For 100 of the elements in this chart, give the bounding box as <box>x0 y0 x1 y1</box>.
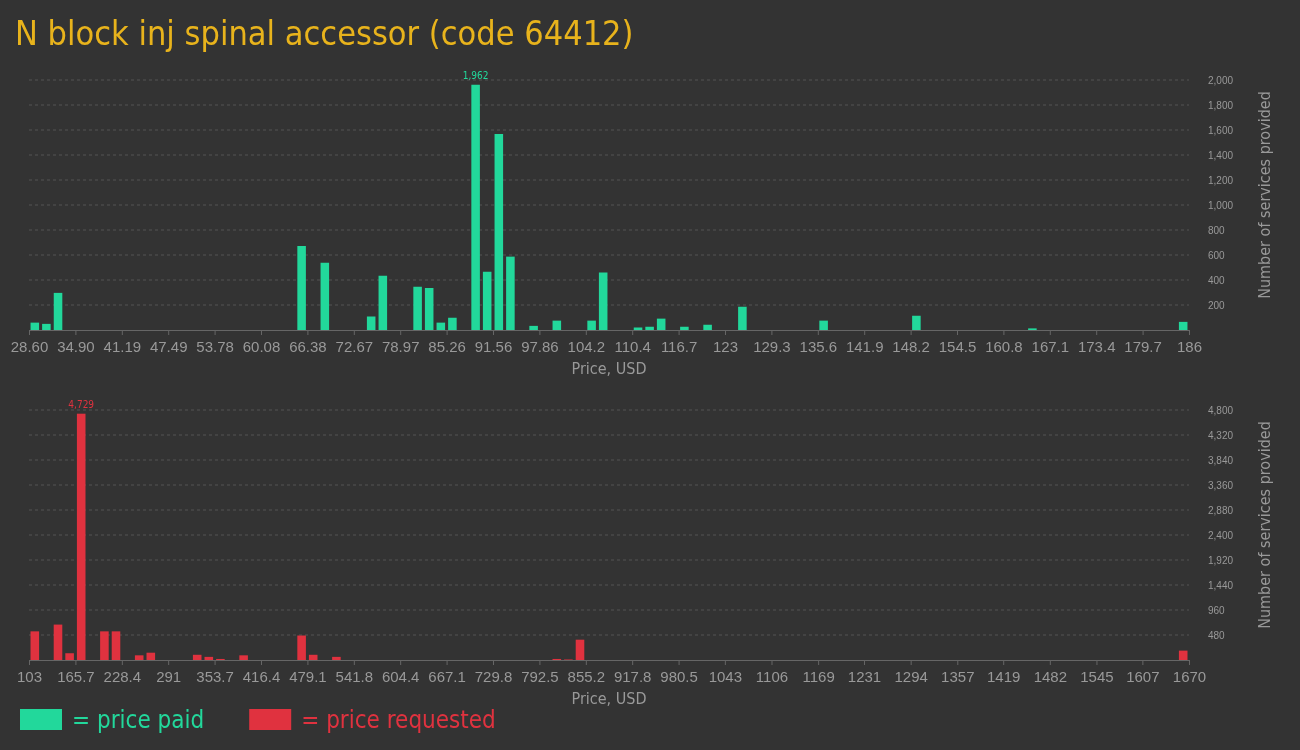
y-tick-label: 3,840 <box>1208 454 1234 466</box>
y-axis-title: Number of services provided <box>1255 91 1274 299</box>
x-tick-label: 416.4 <box>242 667 281 685</box>
x-tick-label: 604.4 <box>381 667 420 685</box>
x-tick-label: 479.1 <box>289 667 327 685</box>
data-label: 1,962 <box>462 69 489 81</box>
bar <box>100 631 109 660</box>
bar <box>53 292 63 330</box>
y-tick-label: 960 <box>1208 604 1226 616</box>
bar <box>366 316 376 330</box>
bar <box>1178 650 1188 660</box>
y-tick-label: 800 <box>1208 224 1226 236</box>
y-tick-label: 1,920 <box>1208 554 1234 566</box>
x-tick-label: 1169 <box>802 667 835 685</box>
x-tick-label: 1607 <box>1126 667 1160 685</box>
y-tick-label: 1,440 <box>1208 579 1234 591</box>
y-tick-label: 600 <box>1208 249 1226 261</box>
y-tick-label: 2,000 <box>1208 74 1234 86</box>
x-tick-label: 291 <box>156 667 182 685</box>
bar <box>656 318 666 330</box>
y-tick-label: 400 <box>1208 274 1226 286</box>
bar <box>680 326 689 330</box>
x-tick-label: 1043 <box>708 667 743 685</box>
legend-label: = price requested <box>301 706 496 734</box>
bar <box>297 246 306 330</box>
y-tick-label: 4,800 <box>1208 404 1234 416</box>
x-tick-label: 116.7 <box>660 337 698 355</box>
bar <box>1178 321 1188 330</box>
x-tick-label: 917.8 <box>613 667 652 685</box>
x-tick-label: 667.1 <box>428 667 466 685</box>
x-tick-label: 179.7 <box>1124 337 1162 355</box>
x-tick-label: 729.8 <box>474 667 513 685</box>
bar <box>424 288 434 330</box>
x-tick-label: 1545 <box>1080 667 1114 685</box>
x-tick-label: 85.26 <box>428 337 466 355</box>
x-tick-label: 1231 <box>847 667 882 685</box>
bar <box>494 134 504 330</box>
x-tick-label: 1294 <box>894 667 928 685</box>
y-tick-label: 1,400 <box>1208 149 1234 161</box>
y-tick-label: 1,000 <box>1208 199 1234 211</box>
y-tick-label: 1,600 <box>1208 124 1234 136</box>
bar <box>529 325 538 330</box>
bar <box>42 323 51 330</box>
x-tick-label: 97.86 <box>521 337 559 355</box>
x-tick-label: 228.4 <box>103 667 142 685</box>
x-tick-label: 28.60 <box>10 337 49 355</box>
x-tick-label: 148.2 <box>892 337 930 355</box>
bar <box>53 624 63 660</box>
bar <box>598 272 608 330</box>
x-tick-label: 980.5 <box>660 667 698 685</box>
x-tick-label: 1482 <box>1033 667 1068 685</box>
y-tick-label: 3,360 <box>1208 479 1234 491</box>
bar <box>506 256 515 330</box>
x-tick-label: 792.5 <box>521 667 559 685</box>
bar <box>448 317 457 330</box>
x-tick-label: 1357 <box>941 667 975 685</box>
x-tick-label: 141.9 <box>845 337 884 355</box>
x-tick-label: 60.08 <box>242 337 281 355</box>
y-tick-label: 2,880 <box>1208 504 1234 516</box>
x-tick-label: 165.7 <box>57 667 95 685</box>
x-tick-label: 154.5 <box>938 337 977 355</box>
legend-label: = price paid <box>72 706 205 734</box>
bar <box>703 324 712 330</box>
bar <box>575 639 585 660</box>
x-tick-label: 104.2 <box>567 337 606 355</box>
x-tick-label: 123 <box>712 337 739 355</box>
y-tick-label: 2,400 <box>1208 529 1234 541</box>
bar <box>912 315 921 330</box>
bar <box>30 631 40 660</box>
x-tick-label: 173.4 <box>1077 337 1116 355</box>
x-tick-label: 78.97 <box>381 337 420 355</box>
y-tick-label: 1,800 <box>1208 99 1234 111</box>
x-tick-label: 855.2 <box>567 667 606 685</box>
bar <box>552 320 562 330</box>
bar <box>76 413 86 660</box>
y-tick-label: 480 <box>1208 629 1226 641</box>
bar <box>134 655 144 660</box>
x-tick-label: 1106 <box>755 667 789 685</box>
bar <box>819 320 828 330</box>
bar <box>239 655 248 660</box>
data-label: 4,729 <box>68 398 95 410</box>
x-tick-label: 53.78 <box>196 337 234 355</box>
x-tick-label: 34.90 <box>57 337 95 355</box>
x-axis-title: Price, USD <box>571 689 647 708</box>
y-tick-label: 4,320 <box>1208 429 1234 441</box>
x-tick-label: 186 <box>1176 337 1203 355</box>
bar <box>320 262 330 330</box>
x-tick-label: 66.38 <box>289 337 327 355</box>
x-tick-label: 103 <box>16 667 43 685</box>
x-tick-label: 129.3 <box>753 337 791 355</box>
x-tick-label: 91.56 <box>474 337 513 355</box>
x-tick-label: 1419 <box>987 667 1021 685</box>
x-tick-label: 72.67 <box>335 337 374 355</box>
bar <box>482 271 492 330</box>
x-tick-label: 160.8 <box>985 337 1023 355</box>
x-tick-label: 135.6 <box>799 337 838 355</box>
bar <box>471 84 480 330</box>
x-tick-label: 167.1 <box>1031 337 1070 355</box>
x-tick-label: 110.4 <box>614 337 651 355</box>
bar <box>65 653 74 660</box>
